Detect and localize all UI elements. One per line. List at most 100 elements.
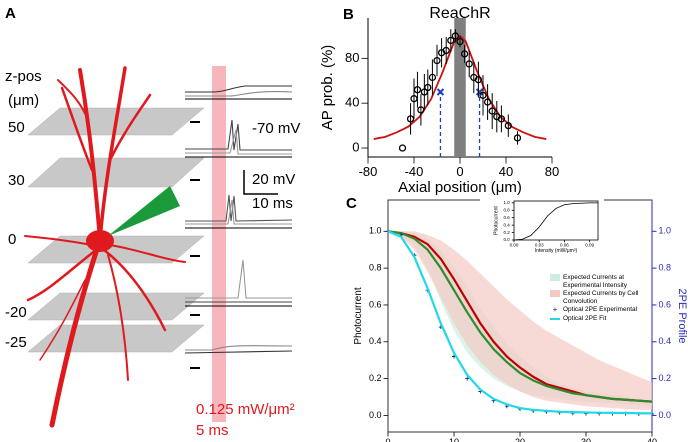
line bbox=[387, 230, 653, 415]
data-point bbox=[424, 83, 432, 92]
y-tick-label: 0.0 bbox=[503, 237, 510, 242]
y-tick-label: 0.4 bbox=[503, 222, 510, 227]
depth-label: 50 bbox=[8, 119, 25, 136]
x-tick-label: 0.09 bbox=[585, 243, 594, 248]
panel-a-drawing bbox=[24, 66, 293, 428]
zpos-unit: (μm) bbox=[8, 92, 39, 109]
y-tick-label: 1.0 bbox=[369, 226, 382, 236]
y-tick-label: 40 bbox=[345, 95, 359, 110]
legend-swatch bbox=[550, 317, 560, 320]
zpos-title: z-pos bbox=[5, 68, 42, 85]
x-tick-label: 40 bbox=[647, 437, 657, 442]
y2-tick-label: 0.0 bbox=[659, 410, 672, 420]
marker-cross bbox=[436, 88, 445, 96]
legend-swatch bbox=[550, 274, 560, 281]
line bbox=[513, 202, 598, 241]
panel-label: A bbox=[5, 5, 16, 22]
depth-label: 30 bbox=[8, 172, 25, 189]
y-tick-label: 0.6 bbox=[369, 299, 382, 309]
data-point bbox=[413, 86, 422, 94]
band bbox=[388, 231, 652, 410]
x-tick-label: 0.00 bbox=[510, 243, 519, 248]
legend-label: Optical 2PE Experimental bbox=[563, 306, 638, 313]
x-tick-label: 30 bbox=[581, 437, 591, 442]
data-point bbox=[442, 46, 450, 55]
y-tick-label: 0.2 bbox=[369, 373, 382, 383]
x-tick-label: 0.03 bbox=[535, 243, 544, 248]
legend-entry: Expected Currents by Cell Convolution bbox=[550, 290, 650, 305]
holding-label: -70 mV bbox=[252, 120, 300, 137]
x-axis-label: Axial position (μm) bbox=[398, 179, 522, 196]
data-point bbox=[479, 91, 487, 99]
data-point bbox=[451, 32, 460, 40]
y-axis-label: Photocurrent bbox=[353, 287, 364, 344]
x-tick-label: -40 bbox=[405, 164, 424, 179]
marker-cross bbox=[475, 88, 484, 96]
plus-marker bbox=[465, 376, 470, 381]
legend-label: Expected Currents by Cell Convolution bbox=[563, 290, 639, 305]
shaded-band bbox=[454, 18, 466, 157]
panel-label: C bbox=[346, 195, 357, 212]
y-tick-label: 0.4 bbox=[369, 336, 382, 346]
inset-background bbox=[480, 196, 604, 260]
legend-label: Optical 2PE Fit bbox=[563, 314, 607, 322]
data-point bbox=[456, 37, 464, 46]
legend-entry: + Optical 2PE Experimental bbox=[550, 306, 650, 314]
legend-entry: Optical 2PE Fit bbox=[550, 315, 650, 323]
x-tick-label: 0.06 bbox=[560, 243, 569, 248]
legend-swatch: + bbox=[552, 305, 558, 314]
y-tick-label: 0.6 bbox=[503, 215, 510, 220]
data-point bbox=[433, 56, 441, 65]
depth-label: -25 bbox=[5, 334, 27, 351]
line bbox=[387, 230, 653, 403]
y2-tick-label: 0.2 bbox=[659, 373, 672, 383]
scale-time: 10 ms bbox=[252, 195, 293, 212]
depth-label: 0 bbox=[8, 231, 16, 248]
data-point bbox=[483, 98, 492, 106]
data-point bbox=[497, 115, 506, 123]
y2-tick-label: 0.8 bbox=[659, 263, 672, 273]
y-axis-label: AP prob. (%) bbox=[319, 45, 336, 131]
y-tick-label: 0.8 bbox=[503, 207, 510, 212]
legend-label: Expected Currents at Experimental Intens… bbox=[563, 274, 627, 289]
data-point bbox=[488, 107, 496, 115]
x-tick-label: 40 bbox=[499, 164, 513, 179]
x-tick-label: 10 bbox=[449, 437, 459, 442]
y-tick-label: 0.0 bbox=[369, 410, 382, 420]
data-point bbox=[465, 60, 473, 68]
y2-tick-label: 0.4 bbox=[659, 336, 672, 346]
y2-tick-label: 0.6 bbox=[659, 299, 672, 309]
y2-tick-label: 1.0 bbox=[659, 226, 672, 236]
data-point bbox=[504, 121, 512, 130]
y-tick-label: 0.8 bbox=[369, 263, 382, 273]
data-point bbox=[460, 50, 469, 58]
y-tick-label: 1.0 bbox=[503, 200, 510, 205]
scale-voltage: 20 mV bbox=[252, 171, 295, 188]
legend: Expected Currents at Experimental Intens… bbox=[550, 274, 650, 323]
x-tick-label: 0 bbox=[456, 164, 463, 179]
y-tick-label: 0 bbox=[352, 139, 359, 154]
stim-intensity: 0.125 mW/μm² bbox=[196, 401, 295, 418]
x-tick-label: 0 bbox=[385, 437, 390, 442]
panel-label: B bbox=[343, 6, 354, 23]
y-axis-label: Photocurrent bbox=[494, 206, 500, 235]
x-tick-label: 80 bbox=[545, 164, 559, 179]
legend-swatch bbox=[550, 290, 560, 297]
x-tick-label: -80 bbox=[359, 164, 378, 179]
y-tick-label: 80 bbox=[345, 50, 359, 65]
y2-axis-label: 2PE Profile bbox=[676, 288, 688, 343]
data-point bbox=[447, 36, 455, 45]
data-point bbox=[428, 73, 437, 82]
x-axis-label: Intensity (mW/μm²) bbox=[535, 248, 578, 254]
data-point bbox=[398, 144, 407, 152]
y-tick-label: 0.2 bbox=[503, 230, 510, 235]
x-tick-label: 20 bbox=[515, 437, 525, 442]
stim-duration: 5 ms bbox=[196, 422, 229, 439]
plot-frame bbox=[513, 200, 599, 241]
data-point bbox=[513, 134, 522, 142]
chart-title: ReaChR bbox=[429, 5, 490, 22]
depth-label: -20 bbox=[5, 304, 27, 321]
data-point bbox=[474, 76, 483, 84]
